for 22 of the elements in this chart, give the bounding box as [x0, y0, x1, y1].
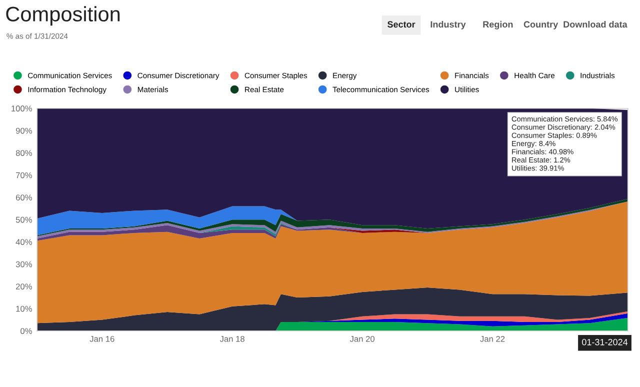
- x-tick-label: Jan 16: [90, 336, 114, 342]
- y-tick-label: 0%: [20, 328, 32, 334]
- x-tick-label: Jan 20: [350, 336, 374, 342]
- y-tick-label: 30%: [16, 261, 32, 268]
- y-tick-label: 50%: [16, 216, 32, 223]
- x-tick-label: Jan 18: [220, 336, 244, 342]
- y-tick-label: 40%: [16, 239, 32, 245]
- x-tick-label: Jan 22: [480, 336, 505, 342]
- chart-title: Composition: [6, 6, 120, 26]
- y-tick-label: 70%: [16, 172, 32, 178]
- text: 01-31-2024: [582, 338, 628, 346]
- y-tick-label: 10%: [16, 306, 32, 312]
- text: Industry: [430, 20, 466, 30]
- text: Download data: [564, 20, 628, 28]
- text: Country: [524, 21, 558, 30]
- y-tick-label: 20%: [16, 284, 32, 290]
- y-tick-label: 100%: [12, 106, 32, 112]
- text: Region: [483, 20, 513, 30]
- text: Sector: [387, 21, 416, 28]
- y-tick-label: 60%: [16, 194, 32, 200]
- y-tick-label: 80%: [16, 150, 32, 156]
- y-tick-label: 90%: [16, 128, 32, 134]
